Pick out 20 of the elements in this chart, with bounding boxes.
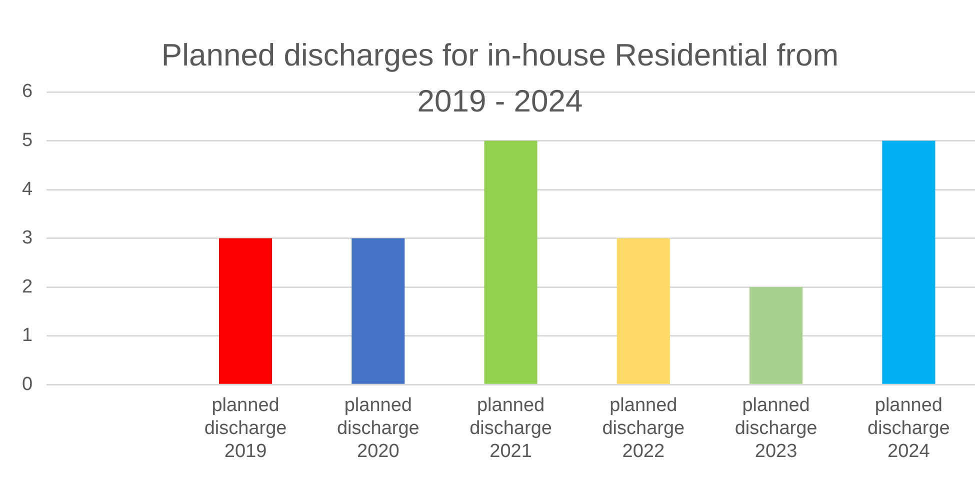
x-tick-label: planned discharge 2019 xyxy=(204,395,287,462)
y-tick-label: 0 xyxy=(22,374,33,395)
bar xyxy=(882,140,936,384)
bar xyxy=(218,238,272,384)
chart-title: Planned discharges for in-house Residential from 2019 - 2024 xyxy=(161,38,839,119)
bar xyxy=(352,238,405,384)
x-tick-label: planned discharge 2022 xyxy=(602,395,685,462)
y-tick-label: 3 xyxy=(22,228,33,249)
y-tick-label: 4 xyxy=(22,178,33,200)
bar xyxy=(484,140,538,384)
y-tick-label: 5 xyxy=(22,130,33,151)
bar xyxy=(750,287,803,384)
x-tick-label: planned discharge 2021 xyxy=(470,395,552,462)
y-tick-label: 2 xyxy=(22,276,33,298)
y-tick-label: 6 xyxy=(22,81,33,102)
y-tick-label: 1 xyxy=(22,325,33,346)
x-tick-label: planned discharge 2023 xyxy=(734,395,818,462)
bar xyxy=(616,238,670,384)
x-tick-label: planned discharge 2024 xyxy=(867,395,950,462)
x-tick-label: planned discharge 2020 xyxy=(336,395,420,462)
